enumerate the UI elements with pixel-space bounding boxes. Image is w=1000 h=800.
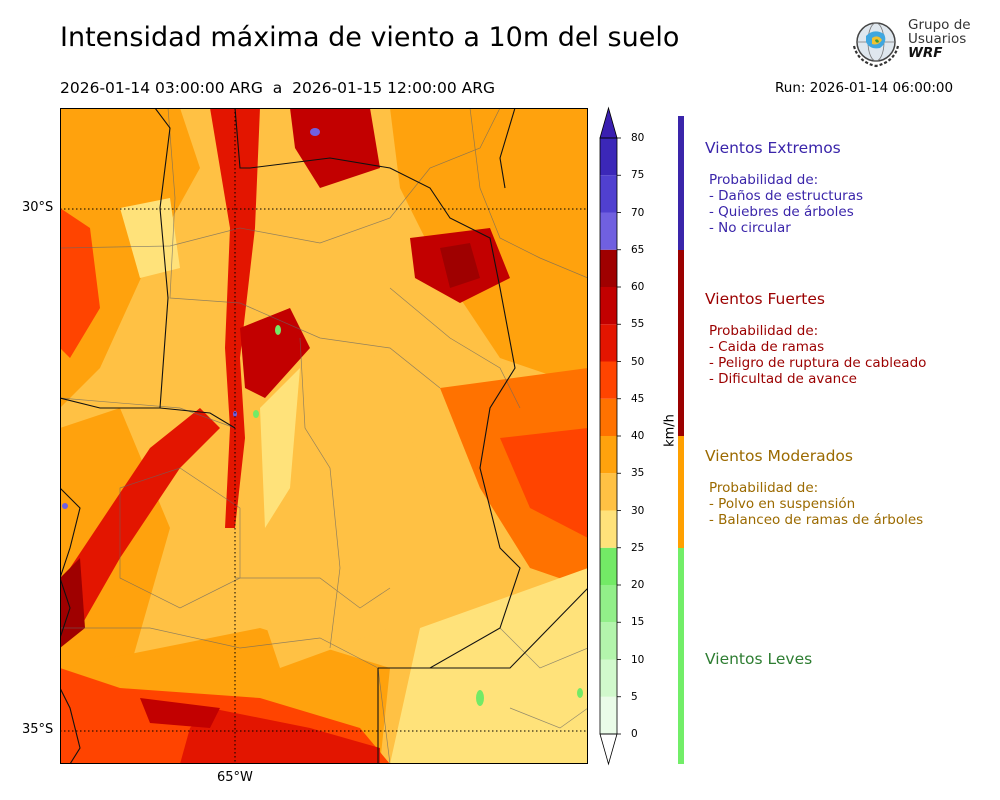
category-description-line: - No circular <box>709 220 791 236</box>
wind-field-region <box>440 368 588 588</box>
wind-field-spot <box>233 411 237 417</box>
category-description-line: Probabilidad de: <box>709 480 819 496</box>
wind-field-spot <box>476 690 484 706</box>
wind-field-region <box>240 308 310 398</box>
wind-field-region <box>390 568 588 764</box>
wind-field-region <box>60 108 200 408</box>
colorbar-segment <box>600 622 617 660</box>
colorbar-tick-label: 65 <box>631 243 645 256</box>
category-description-line: - Quiebres de árboles <box>709 204 854 220</box>
wind-field-spot <box>62 503 68 509</box>
wind-field-region <box>290 108 380 188</box>
colorbar-segment <box>600 398 617 436</box>
wind-field-region <box>120 198 180 278</box>
colorbar-tick-label: 0 <box>631 728 638 740</box>
wind-field-region <box>180 708 380 764</box>
wind-field-spot <box>310 128 320 136</box>
logo-text-wrf: WRF <box>908 45 943 61</box>
colorbar-tick-label: 50 <box>631 355 645 368</box>
colorbar-segment <box>600 436 617 474</box>
wind-field-region <box>260 368 300 528</box>
wind-speed-map <box>60 108 588 764</box>
lon-label-65w: 65°W <box>217 770 253 785</box>
colorbar-tick-label: 15 <box>631 616 645 629</box>
colorbar-segment <box>600 510 617 548</box>
logo-text-line2: Usuarios <box>908 31 967 47</box>
colorbar-tick-label: 80 <box>631 132 645 144</box>
lat-label-35s: 35°S <box>22 722 54 737</box>
wind-field-spot <box>275 325 281 335</box>
lat-label-30s: 30°S <box>22 200 54 215</box>
category-bar <box>678 249 684 436</box>
colorbar-segment <box>600 547 617 585</box>
category-bar <box>678 115 684 250</box>
colorbar-tick-label: 30 <box>631 504 645 517</box>
colorbar-tick-label: 45 <box>631 392 645 405</box>
wind-field-region <box>70 408 220 628</box>
wind-field-region <box>440 243 480 288</box>
category-title: Vientos Moderados <box>705 447 853 465</box>
category-bar <box>678 436 684 548</box>
category-description-line: - Balanceo de ramas de árboles <box>709 512 924 528</box>
page-title: Intensidad máxima de viento a 10m del su… <box>60 22 680 53</box>
category-title: Vientos Extremos <box>705 139 841 157</box>
category-description-line: - Polvo en suspensión <box>709 496 856 512</box>
colorbar <box>599 106 621 766</box>
wind-field-region <box>60 208 100 358</box>
category-description-line: - Caida de ramas <box>709 339 825 355</box>
category-description-line: - Dificultad de avance <box>709 371 857 387</box>
grupo-usuarios-wrf-logo: Grupo de Usuarios WRF <box>848 16 978 72</box>
wind-field-spot <box>577 688 583 698</box>
wind-field-spot <box>253 410 259 418</box>
colorbar-tick-label: 10 <box>631 653 645 666</box>
province-borders <box>60 108 588 764</box>
colorbar-segment <box>600 659 617 697</box>
colorbar-tick-label: 20 <box>631 579 645 591</box>
run-timestamp: Run: 2026-01-14 06:00:00 <box>775 80 954 96</box>
colorbar-segment <box>600 175 617 213</box>
category-title: Vientos Fuertes <box>705 290 825 308</box>
colorbar-extend-min <box>599 733 618 766</box>
colorbar-tick-label: 5 <box>631 690 638 703</box>
category-description-line: Probabilidad de: <box>709 172 819 188</box>
country-borders <box>60 108 588 764</box>
colorbar-extend-max <box>599 106 618 139</box>
category-description-line: Probabilidad de: <box>709 323 819 339</box>
category-description: Probabilidad de: - Caida de ramas - Peligr… <box>709 323 926 387</box>
colorbar-segment <box>600 696 617 734</box>
colorbar-segment <box>600 287 617 325</box>
category-description-line: - Peligro de ruptura de cableado <box>709 355 927 371</box>
logo-text-line1: Grupo de <box>908 17 971 33</box>
wind-field-region <box>210 108 260 528</box>
map-frame <box>60 108 588 764</box>
colorbar-tick-label: 35 <box>631 467 645 480</box>
wind-field-region <box>140 698 220 728</box>
colorbar-tick-label: 75 <box>631 169 645 182</box>
colorbar-segment <box>600 585 617 623</box>
globe-icon <box>852 22 900 68</box>
graticule <box>60 108 588 764</box>
wind-field-region <box>60 558 85 648</box>
valid-period: 2026-01-14 03:00:00 ARG a 2026-01-15 12:… <box>60 79 496 97</box>
category-description-line: - Daños de estructuras <box>709 188 864 204</box>
colorbar-segment <box>600 212 617 250</box>
colorbar-segment <box>600 324 617 362</box>
colorbar-segment <box>600 249 617 287</box>
colorbar-segment <box>600 473 617 511</box>
colorbar-tick-label: 60 <box>631 281 645 293</box>
colorbar-tick-label: 25 <box>631 541 645 554</box>
colorbar-segment <box>600 361 617 399</box>
wind-field-region <box>500 428 588 538</box>
colorbar-tick-label: 55 <box>631 318 645 331</box>
colorbar-tick-label: 70 <box>631 206 645 219</box>
category-title: Vientos Leves <box>705 650 813 668</box>
category-bar <box>678 547 684 764</box>
colorbar-segment <box>600 138 617 176</box>
colorbar-tick-label: 40 <box>631 430 645 442</box>
category-description: Probabilidad de: - Daños de estructuras - … <box>709 172 863 236</box>
colorbar-unit-label: km/h <box>662 414 678 447</box>
category-description: Probabilidad de: - Polvo en suspensión - B… <box>709 480 923 528</box>
